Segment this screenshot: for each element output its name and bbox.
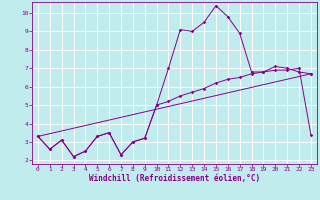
X-axis label: Windchill (Refroidissement éolien,°C): Windchill (Refroidissement éolien,°C): [89, 174, 260, 183]
